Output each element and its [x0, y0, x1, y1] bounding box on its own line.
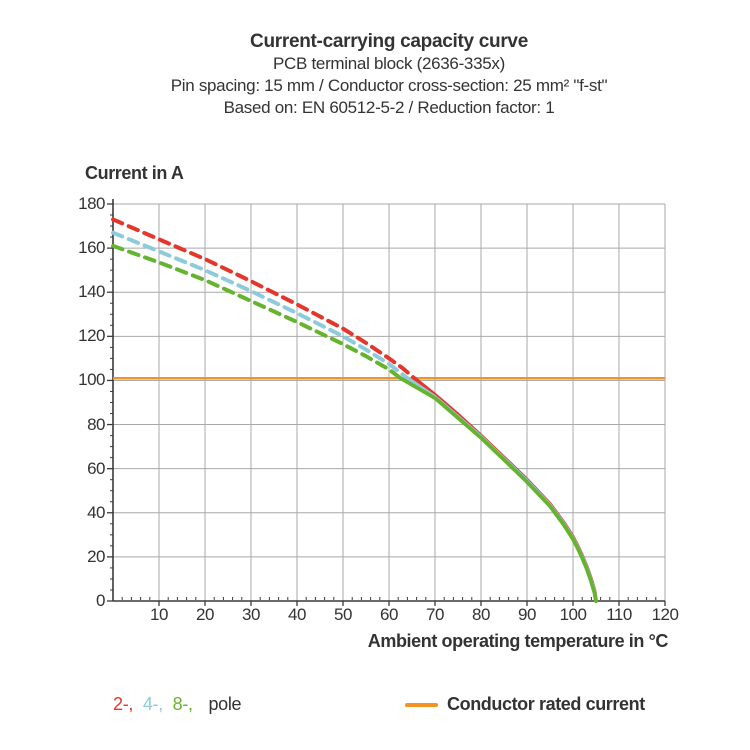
x-tick-label: 80 [472, 605, 490, 624]
y-tick-label: 80 [87, 414, 105, 434]
curve-4-pole-dashed [111, 230, 410, 381]
chart-subtitle-standard: Based on: EN 60512-5-2 / Reduction facto… [223, 98, 555, 117]
y-tick-label: 20 [87, 546, 105, 566]
y-tick-label: 160 [78, 238, 105, 258]
rated-current-label: Conductor rated current [447, 694, 645, 714]
legend-2-pole: 2-, [113, 694, 134, 714]
legend-pole-suffix: pole [208, 694, 242, 714]
rated-current-line-swatch [405, 702, 438, 707]
y-tick-label: 40 [87, 502, 105, 522]
y-tick-label: 180 [78, 194, 105, 213]
y-tick-label: 120 [78, 326, 105, 346]
y-tick-label: 0 [96, 591, 105, 610]
x-tick-label: 60 [380, 605, 398, 624]
x-tick-label: 10 [150, 605, 168, 624]
legend-8-pole: 8-, [172, 694, 193, 714]
x-tick-label: 30 [242, 605, 260, 624]
chart-subtitle-specs: Pin spacing: 15 mm / Conductor cross-sec… [170, 76, 608, 95]
curve-4-pole-solid [405, 376, 598, 603]
legend-4-pole: 4-, [142, 694, 163, 714]
x-tick-label: 90 [518, 605, 536, 624]
x-tick-label: 20 [196, 605, 214, 624]
chart-title: Current-carrying capacity curve [250, 31, 528, 52]
x-tick-label: 50 [334, 605, 352, 624]
y-tick-label: 100 [78, 370, 105, 390]
curve-8-pole-solid [398, 376, 598, 603]
legend-row: 2-, 4-, 8-, pole Conductor rated current [0, 694, 750, 720]
rated-current-legend: Conductor rated current [405, 694, 645, 715]
y-axis-title: Current in A [85, 163, 184, 183]
y-tick-label: 60 [87, 458, 105, 478]
x-tick-label: 70 [426, 605, 444, 624]
pole-legend: 2-, 4-, 8-, pole [113, 694, 242, 715]
curve-2-pole-dashed [111, 217, 417, 381]
x-tick-label: 100 [559, 605, 587, 624]
x-tick-label: 40 [288, 605, 306, 624]
x-axis-title: Ambient operating temperature in °C [367, 631, 669, 651]
curve-8-pole-dashed [111, 243, 403, 381]
chart-subtitle-product: PCB terminal block (2636-335x) [273, 54, 505, 73]
chart-title-block: Current-carrying capacity curve PCB term… [29, 31, 749, 119]
y-tick-label: 140 [78, 282, 105, 302]
x-tick-label: 120 [651, 605, 679, 624]
x-tick-label: 110 [606, 605, 632, 624]
curve-2-pole-solid [412, 376, 598, 603]
